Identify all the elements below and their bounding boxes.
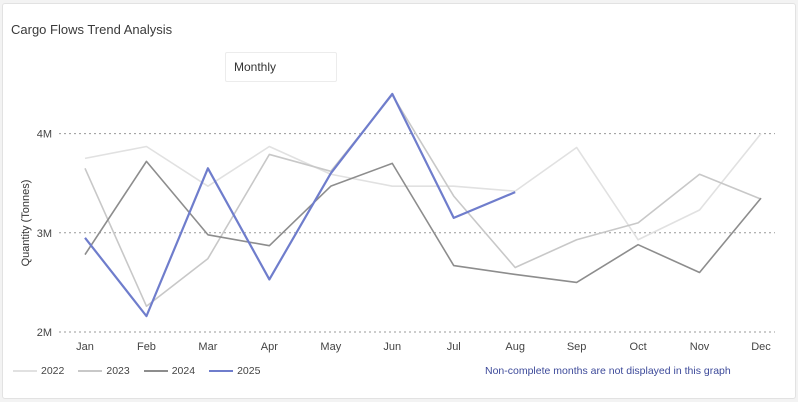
chart-card: Cargo Flows Trend Analysis Monthly Quant…	[2, 3, 796, 399]
y-tick-label: 3M	[37, 228, 52, 240]
x-tick-label: Apr	[261, 341, 278, 353]
series-line-2025	[84, 92, 516, 318]
x-tick-label: Sep	[567, 341, 587, 353]
series-line-2024	[84, 160, 762, 284]
legend-swatch	[209, 370, 234, 372]
x-tick-label: Oct	[630, 341, 647, 353]
series-line-2022	[84, 133, 762, 241]
y-tick-label: 2M	[37, 327, 52, 339]
legend: 2022 2023 2024 2025	[13, 365, 260, 377]
legend-label: 2025	[237, 365, 261, 377]
legend-item-2023[interactable]: 2023	[78, 365, 130, 377]
footnote: Non-complete months are not displayed in…	[485, 365, 731, 377]
y-tick-label: 4M	[37, 129, 52, 141]
legend-label: 2024	[171, 365, 196, 377]
legend-label: 2022	[41, 365, 65, 377]
legend-label: 2023	[106, 365, 130, 377]
x-tick-label: Mar	[198, 341, 217, 353]
line-chart: 2M 3M 4M Jan Feb Mar Apr May Jun Jul Aug Sep Oct Nov D…	[37, 92, 775, 353]
legend-swatch	[13, 370, 37, 372]
series-line-2023	[84, 94, 762, 308]
legend-item-2022[interactable]: 2022	[13, 365, 64, 377]
x-tick-label: May	[320, 341, 341, 353]
legend-item-2024[interactable]: 2024	[143, 365, 196, 377]
x-tick-label: Feb	[137, 341, 156, 353]
x-tick-label: Jul	[447, 341, 461, 353]
x-tick-label: Aug	[505, 341, 525, 353]
period-selector-monthly[interactable]: Monthly	[225, 52, 337, 82]
legend-swatch	[78, 370, 103, 372]
x-tick-label: Dec	[751, 341, 771, 353]
x-tick-label: Jan	[76, 341, 94, 353]
legend-swatch	[143, 370, 168, 372]
x-tick-label: Nov	[690, 341, 710, 353]
chart-title: Cargo Flows Trend Analysis	[11, 22, 173, 37]
x-tick-label: Jun	[383, 341, 401, 353]
legend-item-2025[interactable]: 2025	[209, 365, 260, 377]
